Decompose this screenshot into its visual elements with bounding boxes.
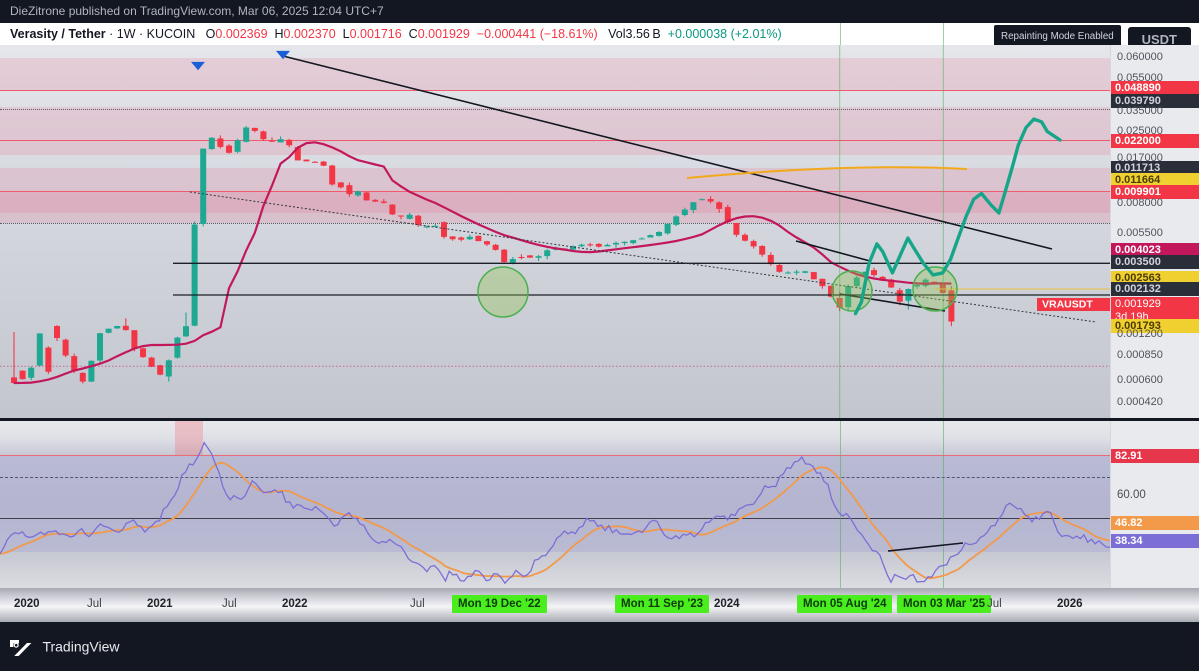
svg-text:VRAUSDT: VRAUSDT bbox=[1042, 299, 1093, 311]
